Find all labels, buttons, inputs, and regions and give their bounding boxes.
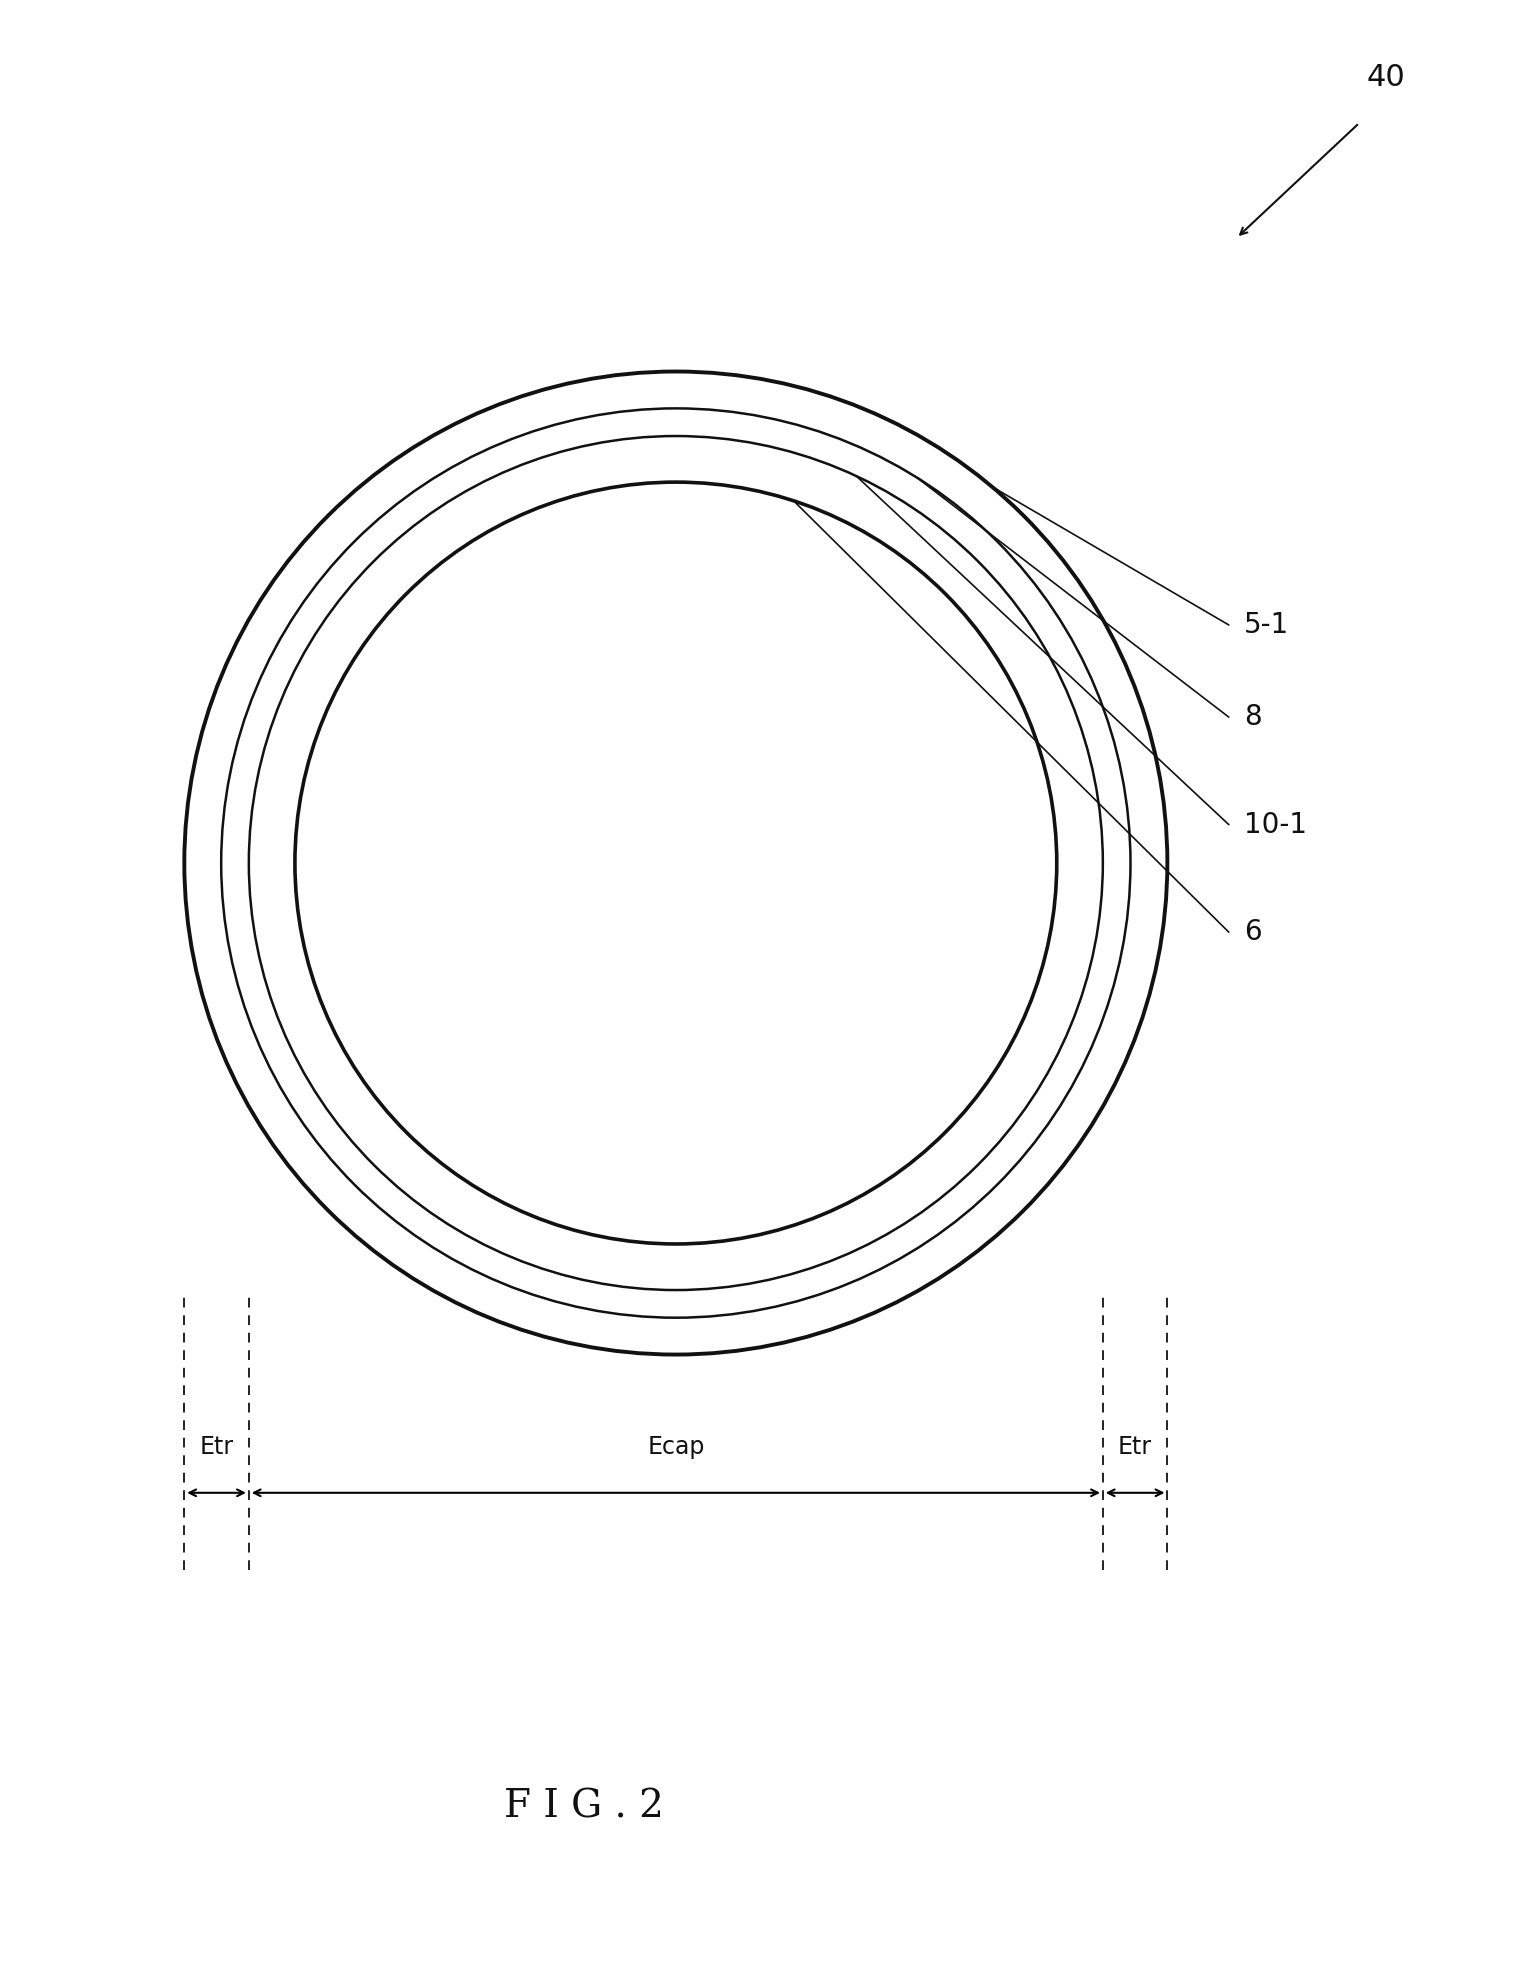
Text: F I G . 2: F I G . 2	[504, 1790, 664, 1825]
Text: 10-1: 10-1	[1244, 811, 1307, 839]
Text: 5-1: 5-1	[1244, 611, 1289, 639]
Text: 6: 6	[1244, 919, 1261, 946]
Text: Etr: Etr	[1118, 1434, 1152, 1458]
Text: Etr: Etr	[200, 1434, 233, 1458]
Text: 40: 40	[1367, 63, 1405, 91]
Text: Ecap: Ecap	[647, 1434, 705, 1458]
Text: 8: 8	[1244, 702, 1261, 732]
